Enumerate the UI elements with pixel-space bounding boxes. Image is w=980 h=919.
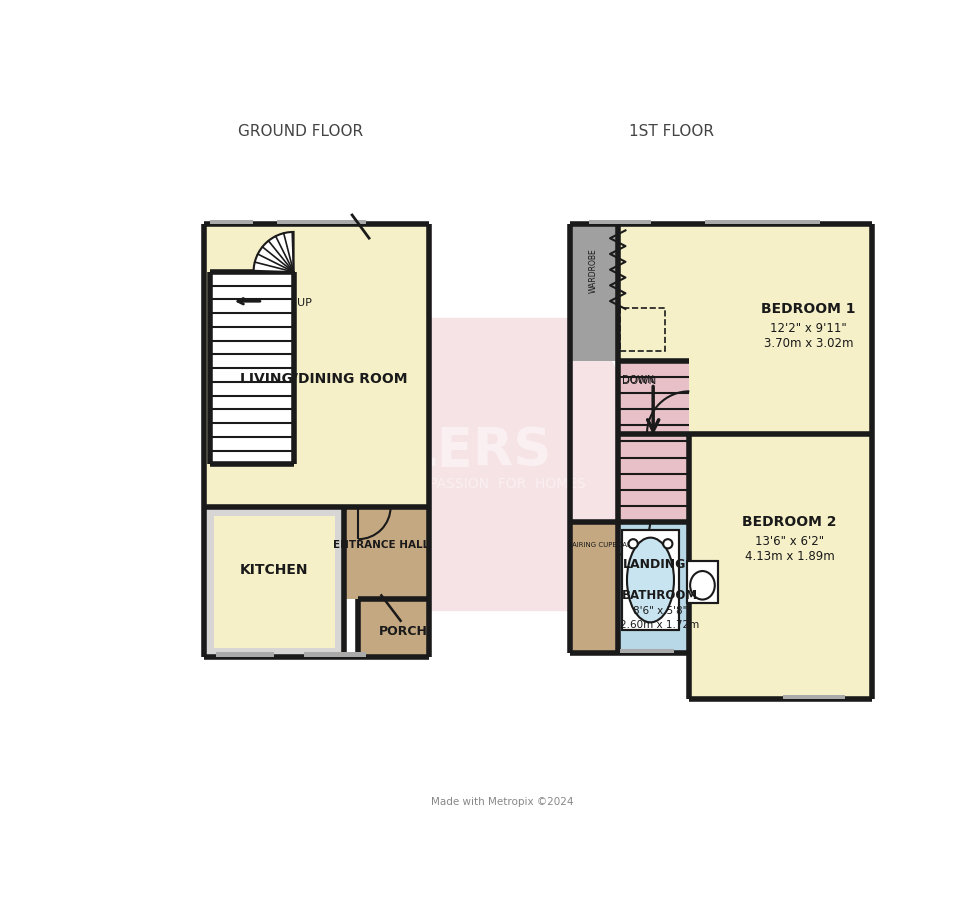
Text: WARDROBE: WARDROBE [589,248,598,293]
Text: LIVING/DINING ROOM: LIVING/DINING ROOM [240,371,408,385]
Text: UP: UP [298,298,313,308]
Bar [617,522,689,653]
Bar [617,224,872,434]
Text: A  PASSION  FOR  HOMES: A PASSION FOR HOMES [411,477,586,491]
Bar [620,308,664,350]
Bar [617,360,689,522]
Text: KITCHEN: KITCHEN [239,563,308,577]
Bar [211,272,294,464]
Text: BEDROOM 1: BEDROOM 1 [761,302,856,316]
Text: 12'2" x 9'11": 12'2" x 9'11" [770,322,847,335]
Text: 8'6" x 5'8": 8'6" x 5'8" [633,606,687,616]
Bar [570,522,617,653]
Bar [214,516,335,648]
Text: BATHROOM: BATHROOM [622,589,698,602]
Bar [277,220,366,224]
Text: AIRING CUPBOARD: AIRING CUPBOARD [572,542,637,549]
Ellipse shape [627,538,674,622]
Text: LANDING: LANDING [623,558,686,571]
Bar [344,507,429,599]
Bar [204,224,429,507]
Bar [305,652,366,657]
Bar [617,522,689,653]
Bar [589,220,651,224]
Circle shape [663,539,672,549]
Text: 2.60m x 1.72m: 2.60m x 1.72m [620,619,700,630]
Text: 3.70m x 3.02m: 3.70m x 3.02m [764,337,854,350]
Text: GROUND FLOOR: GROUND FLOOR [238,124,363,140]
Bar [216,652,273,657]
Text: TYLERS: TYLERS [329,425,552,477]
Bar [211,220,253,224]
Bar [783,695,845,699]
Bar [620,308,664,350]
Bar [359,599,429,657]
Text: PORCH: PORCH [378,625,427,638]
Text: Made with Metropix ©2024: Made with Metropix ©2024 [431,797,573,807]
Text: 13'6" x 6'2": 13'6" x 6'2" [755,535,824,548]
Text: ENTRANCE HALL: ENTRANCE HALL [333,540,429,550]
Bar [570,224,617,360]
Bar [705,220,820,224]
Bar [204,507,344,657]
Bar [689,434,872,699]
Bar [687,561,717,603]
Bar [620,649,674,653]
Bar [621,530,679,630]
Text: DOWN: DOWN [621,376,656,386]
Text: 4.13m x 1.89m: 4.13m x 1.89m [745,550,834,563]
Bar [689,434,759,653]
Text: BEDROOM 2: BEDROOM 2 [742,516,837,529]
Ellipse shape [690,571,714,599]
Circle shape [628,539,638,549]
Wedge shape [254,232,294,272]
Text: 1ST FLOOR: 1ST FLOOR [629,124,714,140]
Text: DOWN: DOWN [621,375,654,385]
